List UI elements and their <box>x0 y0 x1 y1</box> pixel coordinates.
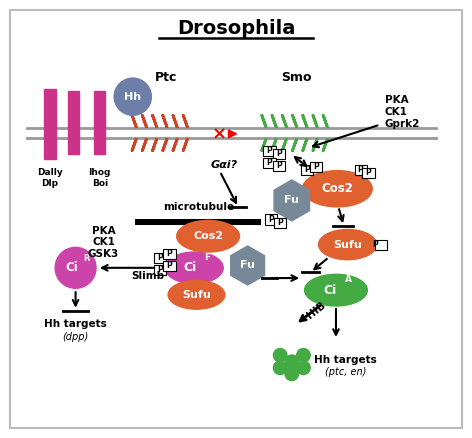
Text: P: P <box>167 261 172 270</box>
Polygon shape <box>274 180 310 221</box>
Circle shape <box>285 367 299 381</box>
Text: A: A <box>345 276 352 284</box>
Text: P: P <box>267 146 272 155</box>
Bar <box>263 146 276 156</box>
Bar <box>273 161 285 171</box>
Text: (ptc, en): (ptc, en) <box>325 367 366 378</box>
Text: P: P <box>372 240 379 249</box>
Text: Ci: Ci <box>183 261 196 274</box>
Text: P: P <box>304 165 310 174</box>
Bar <box>273 149 285 159</box>
Text: Sufu: Sufu <box>182 290 211 300</box>
Text: Ci: Ci <box>66 261 78 274</box>
Text: Gαi?: Gαi? <box>211 159 237 170</box>
Text: (dpp): (dpp) <box>62 332 89 342</box>
Bar <box>263 158 276 168</box>
Text: P: P <box>366 168 371 177</box>
Text: Hh: Hh <box>124 92 141 102</box>
Text: P: P <box>157 253 163 262</box>
Ellipse shape <box>168 280 225 309</box>
Bar <box>375 240 387 250</box>
Text: Drosophila: Drosophila <box>177 19 295 38</box>
Ellipse shape <box>304 274 367 306</box>
Bar <box>67 91 79 154</box>
Text: R: R <box>83 254 90 263</box>
Bar <box>301 165 313 175</box>
Text: P: P <box>277 218 283 227</box>
Bar <box>310 162 322 172</box>
Text: Ptc: Ptc <box>155 71 177 84</box>
Text: Boi: Boi <box>92 180 108 188</box>
Text: P: P <box>276 161 282 170</box>
Text: HIB: HIB <box>305 300 327 321</box>
Text: Dlp: Dlp <box>42 180 59 188</box>
Text: Ihog: Ihog <box>89 168 111 177</box>
Text: Hh targets: Hh targets <box>44 318 107 328</box>
Text: P: P <box>313 162 319 171</box>
Circle shape <box>114 78 152 115</box>
Bar <box>265 214 278 225</box>
Text: Hh targets: Hh targets <box>314 355 377 365</box>
Ellipse shape <box>177 220 239 252</box>
Text: P: P <box>167 249 172 258</box>
Bar <box>163 249 176 259</box>
Circle shape <box>273 361 287 374</box>
Circle shape <box>55 247 96 288</box>
Text: ×: × <box>212 125 228 143</box>
Circle shape <box>297 349 310 362</box>
Circle shape <box>285 355 299 368</box>
Text: Cos2: Cos2 <box>193 231 223 241</box>
Ellipse shape <box>319 230 377 260</box>
Text: Sufu: Sufu <box>333 240 362 250</box>
Text: F: F <box>204 253 210 262</box>
Text: Cos2: Cos2 <box>321 182 354 195</box>
Text: Dally: Dally <box>37 168 63 177</box>
Text: Smo: Smo <box>281 71 312 84</box>
Bar <box>154 265 166 275</box>
Text: Slimb: Slimb <box>131 271 165 281</box>
Bar <box>163 261 176 271</box>
Text: Ci: Ci <box>324 284 337 297</box>
Text: Fu: Fu <box>240 261 255 271</box>
Text: P: P <box>157 265 163 274</box>
Text: P: P <box>267 158 272 167</box>
Circle shape <box>273 349 287 362</box>
Polygon shape <box>231 246 264 285</box>
Text: P: P <box>358 165 363 174</box>
Circle shape <box>297 361 310 374</box>
Bar <box>362 168 375 178</box>
Ellipse shape <box>165 252 223 284</box>
Ellipse shape <box>303 171 372 207</box>
Bar <box>154 253 166 263</box>
Text: Fu: Fu <box>284 195 299 205</box>
Bar <box>354 165 367 175</box>
Text: PKA
CK1
Gprk2: PKA CK1 Gprk2 <box>385 95 420 129</box>
Text: P: P <box>269 215 274 223</box>
Bar <box>274 218 286 228</box>
Text: PKA
CK1
GSK3: PKA CK1 GSK3 <box>88 226 119 259</box>
Text: microtubule: microtubule <box>163 202 235 212</box>
Bar <box>44 89 56 159</box>
Text: P: P <box>276 149 282 159</box>
Bar <box>94 91 105 154</box>
